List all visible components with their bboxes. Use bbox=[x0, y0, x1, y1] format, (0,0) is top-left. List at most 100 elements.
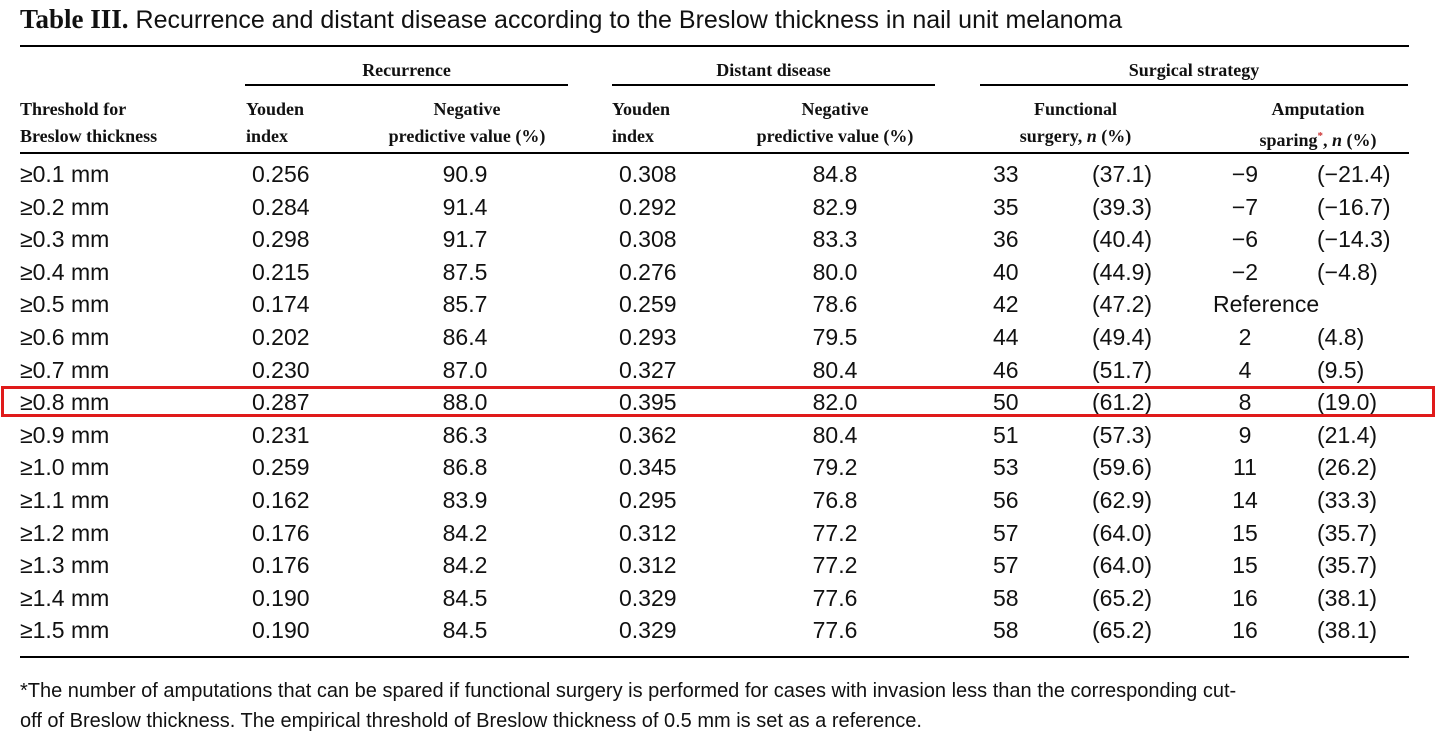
cell-functional-n: 35 bbox=[993, 193, 1019, 220]
cell-recurrence-youden: 0.231 bbox=[252, 421, 310, 448]
cell-functional-pct: (65.2) bbox=[1092, 617, 1153, 644]
cell-amputation-pct: (4.8) bbox=[1317, 324, 1365, 350]
table-caption: Recurrence and distant disease according… bbox=[135, 6, 1123, 34]
group-header-recurrence: Recurrence bbox=[362, 60, 451, 80]
cell-distant-youden: 0.292 bbox=[619, 193, 677, 220]
cell-recurrence-youden: 0.284 bbox=[252, 193, 310, 220]
cell-distant-npv: 77.2 bbox=[812, 552, 858, 579]
cell-threshold: ≥1.4 mm bbox=[20, 584, 110, 611]
table-row: ≥1.1 mm 0.162 83.9 0.295 76.8 56 (62.9) 14 (33.3… bbox=[0, 484, 1440, 517]
cell-recurrence-youden: 0.190 bbox=[252, 617, 310, 644]
table-row: ≥0.7 mm 0.230 87.0 0.327 80.4 46 (51.7) 4 (9.5) bbox=[0, 354, 1440, 387]
cell-recurrence-youden: 0.202 bbox=[252, 324, 310, 350]
cell-functional-n: 40 bbox=[993, 258, 1019, 285]
cell-distant-npv: 79.5 bbox=[812, 324, 858, 350]
cell-threshold: ≥0.7 mm bbox=[20, 356, 110, 383]
cell-distant-youden: 0.312 bbox=[619, 519, 677, 546]
cell-functional-pct: (61.2) bbox=[1092, 389, 1153, 416]
table-row: ≥0.9 mm 0.231 86.3 0.362 80.4 51 (57.3) 9 (21.4) bbox=[0, 419, 1440, 452]
cell-functional-pct: (44.9) bbox=[1092, 258, 1153, 285]
cell-amputation-pct: (38.1) bbox=[1317, 617, 1378, 644]
cell-amputation-n: 4 bbox=[1238, 356, 1252, 383]
cell-distant-youden: 0.327 bbox=[619, 356, 677, 383]
top-rule bbox=[20, 45, 1409, 47]
cell-recurrence-npv: 85.7 bbox=[442, 291, 488, 318]
col-header-threshold: Threshold for Breslow thickness bbox=[20, 99, 158, 146]
cell-threshold: ≥1.1 mm bbox=[20, 487, 110, 513]
cell-threshold: ≥0.6 mm bbox=[20, 324, 110, 350]
cell-threshold: ≥1.3 mm bbox=[20, 552, 110, 579]
cell-functional-n: 51 bbox=[993, 421, 1019, 448]
cell-recurrence-npv: 84.2 bbox=[442, 552, 488, 579]
table-row: ≥0.2 mm 0.284 91.4 0.292 82.9 35 (39.3) −7 (−16.… bbox=[0, 191, 1440, 224]
cell-distant-npv: 77.6 bbox=[812, 617, 858, 644]
cell-functional-n: 50 bbox=[993, 389, 1019, 416]
col-header-amputation-sparing: Amputation sparing*, n (%) bbox=[1259, 99, 1377, 150]
cell-recurrence-youden: 0.162 bbox=[252, 487, 310, 513]
table-row: ≥1.2 mm 0.176 84.2 0.312 77.2 57 (64.0) 15 (35.7… bbox=[0, 517, 1440, 550]
col-header-distant-npv: Negative predictive value (%) bbox=[756, 99, 914, 146]
cell-functional-n: 42 bbox=[993, 291, 1019, 318]
table-row: ≥0.1 mm 0.256 90.9 0.308 84.8 33 (37.1) −9 (−21.… bbox=[0, 158, 1440, 191]
cell-recurrence-youden: 0.287 bbox=[252, 389, 310, 416]
cell-functional-pct: (65.2) bbox=[1092, 584, 1153, 611]
cell-distant-npv: 78.6 bbox=[812, 291, 858, 318]
cell-amputation-n: −2 bbox=[1231, 258, 1259, 285]
cell-functional-pct: (49.4) bbox=[1092, 324, 1153, 350]
cell-amputation-pct: (9.5) bbox=[1317, 356, 1365, 383]
cell-distant-npv: 76.8 bbox=[812, 487, 858, 513]
footnote-line-1: *The number of amputations that can be s… bbox=[20, 680, 1237, 702]
cell-amputation-pct: (35.7) bbox=[1317, 552, 1378, 579]
cell-distant-youden: 0.362 bbox=[619, 421, 677, 448]
cell-amputation-n: 15 bbox=[1232, 519, 1258, 546]
col-header-distant-youden: Youden index bbox=[612, 99, 671, 146]
cell-threshold: ≥0.4 mm bbox=[20, 258, 110, 285]
cell-amputation-n: −6 bbox=[1231, 226, 1259, 253]
cell-threshold: ≥0.1 mm bbox=[20, 161, 110, 187]
cell-distant-youden: 0.395 bbox=[619, 389, 677, 416]
cell-functional-n: 46 bbox=[993, 356, 1019, 383]
cell-threshold: ≥0.3 mm bbox=[20, 226, 110, 253]
cell-functional-n: 57 bbox=[993, 552, 1019, 579]
cell-functional-pct: (40.4) bbox=[1092, 226, 1153, 253]
cell-functional-pct: (59.6) bbox=[1092, 454, 1153, 481]
cell-amputation-n: −9 bbox=[1231, 161, 1259, 187]
table-title: Table III. Recurrence and distant diseas… bbox=[20, 4, 1122, 35]
cell-functional-pct: (47.2) bbox=[1092, 291, 1153, 318]
cell-recurrence-youden: 0.190 bbox=[252, 584, 310, 611]
col-header-functional-surgery: Functional surgery, n (%) bbox=[1019, 99, 1132, 146]
cell-functional-pct: (51.7) bbox=[1092, 356, 1153, 383]
cell-distant-npv: 84.8 bbox=[812, 161, 858, 187]
cell-distant-youden: 0.312 bbox=[619, 552, 677, 579]
cell-amputation-pct: (26.2) bbox=[1317, 454, 1378, 481]
cell-recurrence-npv: 84.2 bbox=[442, 519, 488, 546]
cell-distant-youden: 0.295 bbox=[619, 487, 677, 513]
cell-recurrence-npv: 88.0 bbox=[442, 389, 488, 416]
cell-recurrence-youden: 0.298 bbox=[252, 226, 310, 253]
cell-distant-npv: 82.0 bbox=[812, 389, 858, 416]
table-row: ≥0.4 mm 0.215 87.5 0.276 80.0 40 (44.9) −2 (−4.8… bbox=[0, 256, 1440, 289]
cell-recurrence-npv: 86.8 bbox=[442, 454, 488, 481]
cell-amputation-n: 16 bbox=[1232, 584, 1258, 611]
group-header-surgical-strategy: Surgical strategy bbox=[1128, 60, 1260, 80]
cell-amputation-n: 8 bbox=[1238, 389, 1252, 416]
cell-threshold: ≥1.2 mm bbox=[20, 519, 110, 546]
cell-recurrence-npv: 86.4 bbox=[442, 324, 488, 350]
table-row: ≥1.4 mm 0.190 84.5 0.329 77.6 58 (65.2) 16 (38.1… bbox=[0, 582, 1440, 615]
cell-distant-youden: 0.276 bbox=[619, 258, 677, 285]
cell-threshold: ≥0.9 mm bbox=[20, 421, 110, 448]
table-row: ≥0.8 mm 0.287 88.0 0.395 82.0 50 (61.2) 8 (19.0) bbox=[0, 386, 1440, 419]
cell-functional-pct: (62.9) bbox=[1092, 487, 1153, 513]
table-row: ≥0.5 mm 0.174 85.7 0.259 78.6 42 (47.2) Referen… bbox=[0, 288, 1440, 321]
bottom-rule bbox=[20, 656, 1409, 658]
cell-distant-npv: 83.3 bbox=[812, 226, 858, 253]
cell-recurrence-npv: 83.9 bbox=[442, 487, 488, 513]
cell-distant-npv: 77.6 bbox=[812, 584, 858, 611]
cell-functional-n: 58 bbox=[993, 617, 1019, 644]
cell-distant-npv: 79.2 bbox=[812, 454, 858, 481]
footnote-line-2: off of Breslow thickness. The empirical … bbox=[20, 710, 922, 732]
cell-recurrence-youden: 0.176 bbox=[252, 552, 310, 579]
cell-functional-pct: (57.3) bbox=[1092, 421, 1153, 448]
cell-functional-n: 33 bbox=[993, 161, 1019, 187]
cell-threshold: ≥0.5 mm bbox=[20, 291, 110, 318]
